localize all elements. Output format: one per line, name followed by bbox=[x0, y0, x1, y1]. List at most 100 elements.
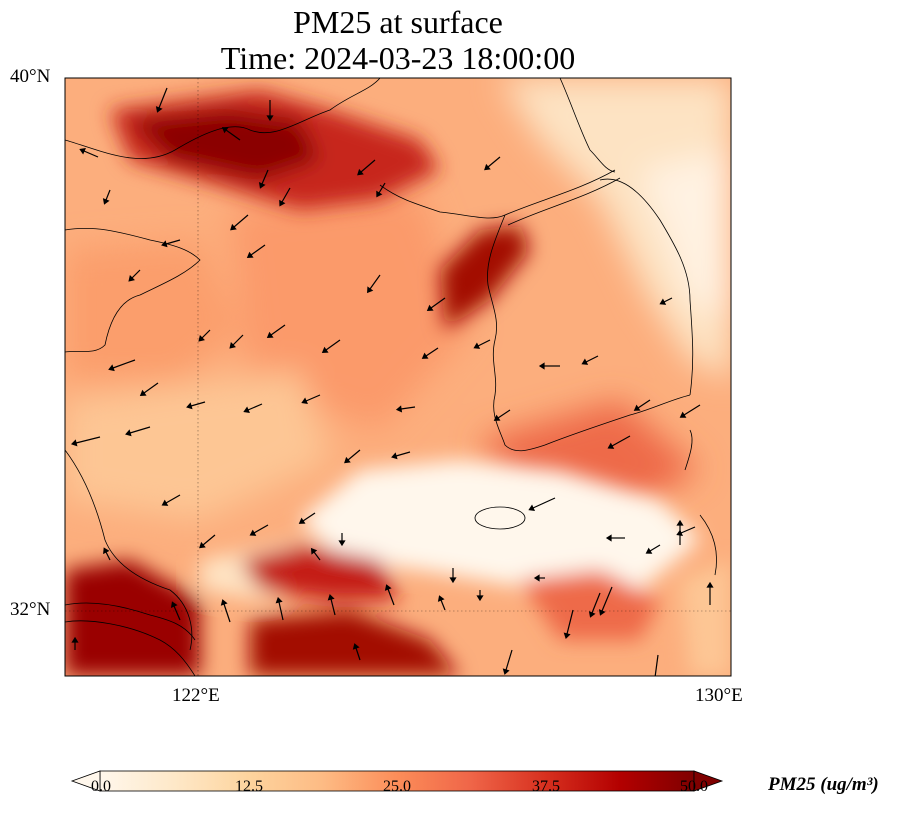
wind-arrow-shaft bbox=[305, 394, 321, 402]
wind-arrow-head bbox=[79, 147, 86, 155]
wind-arrow-head bbox=[266, 115, 274, 122]
wind-arrow-head bbox=[338, 540, 346, 547]
pm25-field bbox=[65, 78, 731, 676]
wind-arrow-head bbox=[588, 611, 596, 618]
wind-arrow-shaft bbox=[253, 524, 269, 534]
field-far-se bbox=[680, 560, 731, 676]
wind-arrow-head bbox=[528, 504, 536, 512]
wind-arrow-shaft bbox=[105, 189, 111, 201]
wind-arrow-shaft bbox=[223, 603, 231, 623]
wind-arrow-shaft bbox=[325, 339, 341, 351]
wind-arrow-head bbox=[533, 574, 540, 582]
wind-arrow-shaft bbox=[129, 426, 151, 434]
wind-arrow-shaft bbox=[395, 451, 411, 457]
wind-vectors bbox=[71, 87, 714, 676]
wind-arrow-shaft bbox=[105, 551, 111, 561]
wind-arrow-head bbox=[155, 106, 163, 113]
field-north-core bbox=[130, 110, 320, 180]
title-line-1: PM25 at surface bbox=[293, 4, 503, 40]
wind-arrow-head bbox=[633, 404, 641, 411]
field-mid-west bbox=[65, 240, 240, 380]
wind-arrow-head bbox=[473, 342, 481, 349]
field-south-red bbox=[240, 545, 400, 600]
wind-arrow-head bbox=[426, 304, 434, 311]
wind-arrow-shaft bbox=[313, 551, 321, 561]
wind-arrow-shaft bbox=[654, 654, 659, 676]
wind-arrow-shaft bbox=[440, 599, 446, 611]
wind-arrow-head bbox=[298, 517, 306, 524]
field-mid-center bbox=[230, 190, 470, 430]
wind-arrow-shaft bbox=[83, 150, 99, 158]
colorbar-label: PM25 (ug/m³) bbox=[768, 774, 879, 795]
wind-arrow-head bbox=[538, 362, 545, 370]
wind-arrow-head bbox=[221, 127, 229, 134]
wind-arrow-head bbox=[198, 335, 205, 342]
wind-arrow-head bbox=[384, 584, 392, 591]
wind-arrow-head bbox=[186, 402, 193, 410]
wind-arrow-head bbox=[645, 547, 653, 554]
wind-arrow-shaft bbox=[649, 544, 661, 552]
wind-arrow-head bbox=[367, 286, 374, 294]
wind-arrow-head bbox=[161, 240, 168, 248]
wind-arrow-head bbox=[139, 389, 147, 396]
wind-arrow-shaft bbox=[190, 401, 206, 407]
wind-arrow-head bbox=[352, 643, 360, 650]
wind-arrow-head bbox=[71, 636, 79, 643]
coastline-korea-west bbox=[487, 214, 546, 452]
wind-arrow-shaft bbox=[601, 586, 613, 612]
wind-arrow-head bbox=[437, 595, 445, 602]
wind-arrow-head bbox=[125, 429, 132, 437]
wind-arrow-shaft bbox=[225, 129, 241, 141]
wind-arrow-head bbox=[706, 581, 714, 588]
wind-arrow-head bbox=[266, 331, 274, 338]
wind-arrow-head bbox=[279, 199, 286, 207]
wind-arrow-head bbox=[246, 251, 254, 258]
wind-arrow-shaft bbox=[233, 214, 249, 228]
title-line-2: Time: 2024-03-23 18:00:00 bbox=[220, 40, 576, 76]
wind-arrow-shaft bbox=[683, 404, 701, 416]
wind-arrow-shaft bbox=[347, 449, 361, 461]
wind-arrow-head bbox=[103, 547, 110, 555]
field-low-east bbox=[500, 78, 731, 380]
wind-arrow-head bbox=[395, 405, 403, 413]
wind-arrow-shaft bbox=[158, 87, 168, 109]
wind-arrow-head bbox=[275, 596, 283, 604]
wind-arrow-head bbox=[258, 182, 266, 189]
wind-arrow-shaft bbox=[477, 339, 491, 347]
wind-arrow-head bbox=[301, 397, 308, 405]
tsushima-island bbox=[684, 429, 693, 471]
wind-arrow-shaft bbox=[585, 355, 599, 363]
wind-arrow-shaft bbox=[75, 436, 101, 444]
wind-arrow-shaft bbox=[302, 512, 316, 522]
wind-arrow-shaft bbox=[663, 297, 673, 303]
wind-arrow-head bbox=[676, 519, 684, 526]
coastlines bbox=[65, 78, 717, 676]
wind-arrow-shaft bbox=[378, 182, 386, 194]
wind-arrow-head bbox=[170, 601, 178, 608]
wind-arrow-head bbox=[102, 198, 110, 205]
wind-arrow-head bbox=[230, 223, 237, 231]
wind-arrow-shaft bbox=[430, 297, 446, 309]
wind-arrow-shaft bbox=[591, 592, 601, 614]
wind-arrow-head bbox=[502, 668, 510, 675]
lat-label-32N: 32°N bbox=[10, 599, 51, 620]
wind-arrow-shaft bbox=[250, 244, 266, 256]
wind-arrow-head bbox=[71, 439, 78, 447]
colorbar-extend-low bbox=[70, 770, 101, 792]
wind-arrow-head bbox=[421, 352, 429, 359]
field-korea-west bbox=[440, 225, 530, 330]
coastline-ne bbox=[559, 78, 616, 173]
coastline-yangtze-1 bbox=[65, 602, 196, 641]
coastline-korea-south bbox=[544, 394, 691, 446]
colorbar-tick-3: 37.5 bbox=[532, 778, 560, 795]
wind-arrow-head bbox=[243, 406, 250, 414]
coastline-liaoning bbox=[65, 78, 381, 159]
coastline-nk-north-2 bbox=[507, 177, 621, 226]
lat-label-40N: 40°N bbox=[10, 66, 51, 87]
wind-arrow-shaft bbox=[270, 324, 286, 336]
wind-arrow-head bbox=[659, 298, 667, 305]
colorbar bbox=[70, 770, 724, 792]
wind-arrow-shaft bbox=[261, 169, 269, 185]
wind-arrow-head bbox=[581, 358, 589, 365]
wind-arrow-head bbox=[563, 632, 571, 639]
